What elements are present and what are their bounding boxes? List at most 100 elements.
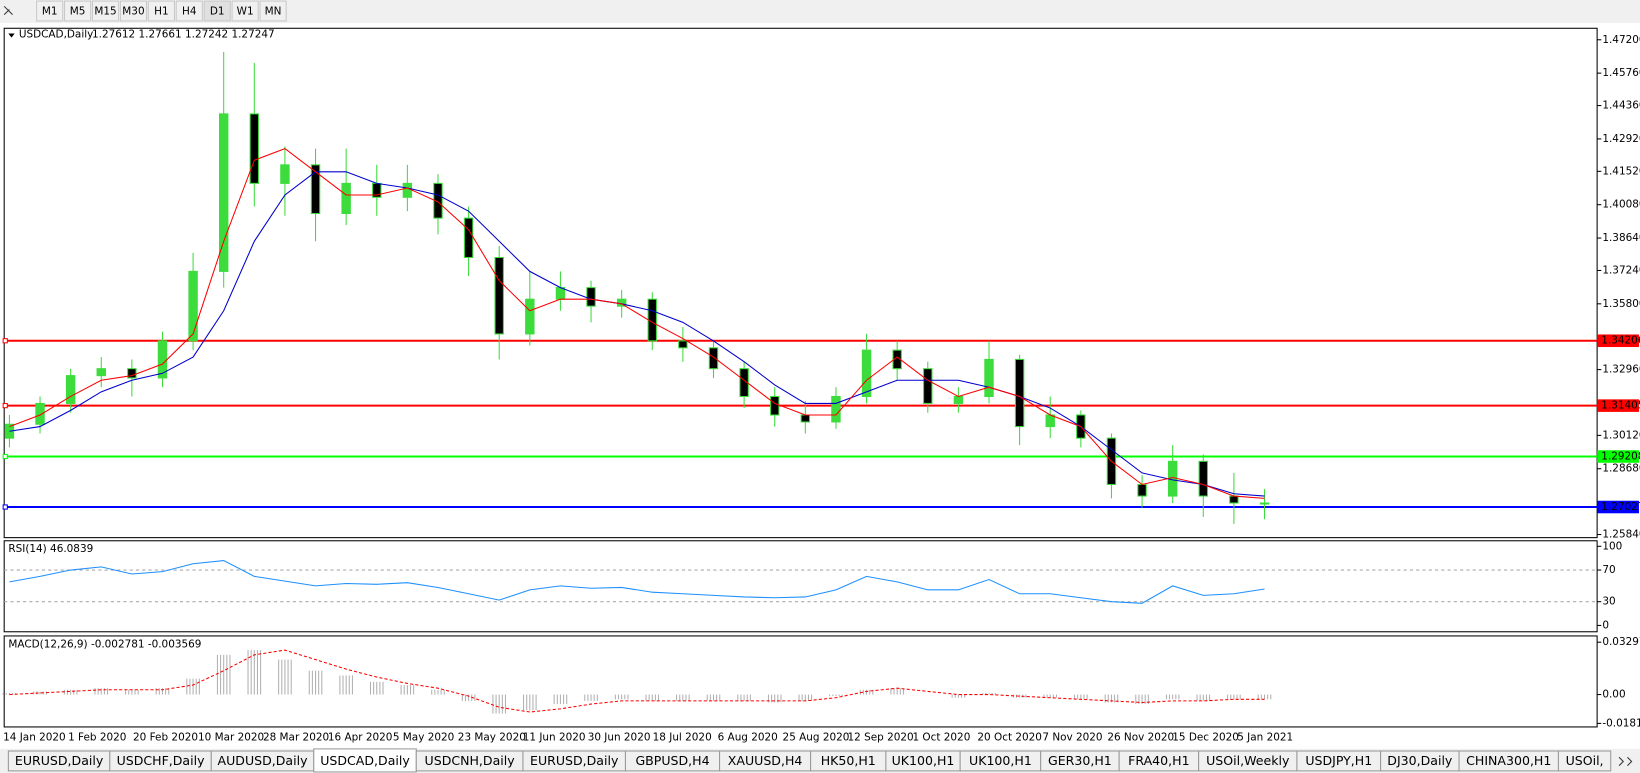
y-tick-label: 1.44360 (1602, 100, 1640, 112)
candle-body (800, 414, 811, 423)
tab-label[interactable]: FRA40,H1 (1128, 753, 1189, 768)
ma-fast (9, 148, 1265, 499)
period-button[interactable] (203, 0, 231, 22)
y-tick-label: 1.25840 (1602, 529, 1640, 541)
period-label[interactable]: MN (265, 6, 282, 18)
tab-label[interactable]: GER30,H1 (1048, 753, 1112, 768)
candle-body (861, 349, 872, 397)
x-tick-label: 1 Feb 2020 (68, 731, 126, 743)
macd-tick-label: 0.00 (1602, 689, 1625, 701)
x-tick-label: 20 Oct 2020 (977, 731, 1042, 743)
candle-body (1045, 414, 1055, 428)
candle-body (708, 347, 719, 370)
x-tick-label: 14 Jan 2020 (3, 731, 66, 743)
tab-label[interactable]: UK100,H1 (892, 753, 955, 768)
level-box (1597, 500, 1639, 514)
period-button[interactable] (119, 0, 148, 22)
tab[interactable] (1557, 750, 1612, 772)
candle-body (831, 395, 841, 423)
x-tick-label: 12 Sep 2020 (848, 731, 914, 743)
period-label[interactable]: H1 (154, 6, 169, 18)
period-label[interactable]: M1 (42, 6, 58, 18)
rsi-tick-label: 30 (1602, 596, 1615, 608)
macd-tick-label: -0.018154 (1602, 717, 1640, 729)
candle-body (1137, 483, 1147, 497)
tab-label[interactable]: EURUSD,Daily (15, 753, 104, 768)
rsi-tick-label: 70 (1602, 564, 1615, 576)
level-handle (2, 504, 8, 510)
macd-title: MACD(12,26,9) -0.002781 -0.003569 (8, 638, 201, 650)
y-tick-label: 1.32960 (1602, 364, 1640, 376)
x-tick-label: 23 May 2020 (458, 731, 526, 743)
level-handle (2, 403, 8, 409)
candle-body (1259, 502, 1270, 505)
period-label[interactable]: H4 (182, 6, 197, 18)
candle-body (127, 368, 137, 379)
tab-label[interactable]: EURUSD,Daily (530, 753, 619, 768)
candle-body (953, 395, 964, 404)
y-tick-label: 1.28680 (1602, 463, 1640, 475)
x-tick-label: 7 Nov 2020 (1042, 731, 1102, 743)
period-button[interactable] (175, 0, 203, 22)
period-button[interactable] (259, 0, 287, 22)
period-label[interactable]: M30 (122, 6, 144, 18)
tab-label[interactable]: AUDUSD,Daily (218, 753, 309, 768)
tab-label[interactable]: XAUUSD,H4 (728, 753, 803, 768)
x-tick-label: 20 Feb 2020 (133, 731, 198, 743)
period-label[interactable]: W1 (237, 6, 254, 18)
tab-label[interactable]: USDCHF,Daily (117, 753, 206, 768)
x-tick-label: 26 Nov 2020 (1107, 731, 1174, 743)
x-tick-label: 16 Apr 2020 (328, 731, 393, 743)
ma-slow (9, 171, 1265, 497)
candle-body (249, 113, 260, 184)
candle-body (1198, 460, 1208, 497)
period-button[interactable] (64, 0, 92, 22)
level-label: 1.31405 (1601, 400, 1640, 412)
toolbar-icon (3, 5, 13, 16)
rsi-pane (3, 540, 1598, 633)
macd-tick-label: 0.032972 (1602, 636, 1640, 648)
tab-label[interactable]: USDCNH,Daily (425, 753, 516, 768)
period-button[interactable] (231, 0, 259, 22)
period-label[interactable]: M15 (94, 6, 116, 18)
period-button[interactable] (147, 0, 175, 22)
candle-body (923, 368, 933, 404)
macd-signal (9, 649, 1265, 713)
x-tick-label: 15 Dec 2020 (1172, 731, 1239, 743)
chart-quote: 1.27612 1.27661 1.27242 1.27247 (92, 29, 275, 41)
y-tick-label: 1.41520 (1602, 165, 1640, 177)
toolbar (0, 0, 1640, 24)
tab-label[interactable]: GBPUSD,H4 (635, 753, 709, 768)
level-box (1597, 399, 1639, 412)
tab-label[interactable]: UK100,H1 (969, 753, 1032, 768)
period-button[interactable] (36, 0, 64, 22)
x-tick-label: 5 Jan 2021 (1237, 731, 1293, 743)
x-tick-label: 10 Mar 2020 (198, 731, 264, 743)
period-label[interactable]: M5 (70, 6, 86, 18)
tab-label[interactable]: HK50,H1 (821, 753, 876, 768)
candle-body (280, 164, 290, 184)
level-handle (2, 338, 8, 344)
period-label[interactable]: D1 (210, 6, 225, 18)
level-label: 1.27027 (1601, 501, 1640, 513)
candle-body (96, 368, 106, 377)
candle-body (1014, 358, 1025, 428)
tab-label[interactable]: DJ30,Daily (1387, 753, 1453, 768)
tab-label[interactable]: USOil, (1566, 753, 1604, 768)
level-box (1597, 450, 1639, 463)
level-label: 1.34206 (1601, 335, 1640, 347)
tab-label[interactable]: USDJPY,H1 (1305, 753, 1372, 768)
x-tick-label: 6 Aug 2020 (718, 731, 778, 743)
candle-body (35, 402, 45, 425)
rsi-line (9, 560, 1265, 604)
tab-label[interactable]: USOil,Weekly (1206, 753, 1290, 768)
x-tick-label: 5 May 2020 (393, 731, 454, 743)
tab-label[interactable]: CHINA300,H1 (1466, 753, 1551, 768)
candle-body (65, 375, 76, 404)
tab-scroll[interactable] (1618, 756, 1633, 767)
period-button[interactable] (91, 0, 120, 22)
y-tick-label: 1.37240 (1602, 264, 1640, 276)
candle-body (188, 270, 198, 342)
tab-label[interactable]: USDCAD,Daily (320, 753, 410, 768)
